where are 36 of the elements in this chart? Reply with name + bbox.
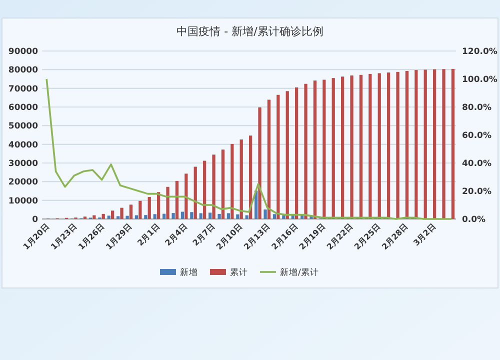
legend-label: 新增 — [180, 266, 198, 278]
y2-tick-label: 120.0% — [462, 46, 498, 57]
y-tick-label: 70000 — [8, 84, 38, 94]
y-tick-label: 80000 — [8, 66, 38, 76]
x-tick-label: 1月23日 — [49, 222, 79, 252]
y2-tick-label: 60.0% — [462, 130, 492, 141]
x-tick-label: 2月1日 — [136, 222, 162, 248]
x-tick-label: 2月10日 — [214, 222, 244, 252]
x-tick-label: 2月19日 — [298, 222, 328, 252]
y-tick-label: 10000 — [8, 196, 38, 206]
y-tick-label: 60000 — [8, 102, 38, 113]
y2-tick-label: 100.0% — [462, 74, 498, 85]
y-tick-label: 30000 — [8, 158, 38, 169]
x-tick-label: 3月2日 — [412, 222, 438, 248]
y-tick-label: 40000 — [8, 140, 38, 150]
y-tick-label: 20000 — [8, 178, 38, 188]
x-tick-label: 1月20日 — [22, 222, 52, 252]
y-tick-label: 0 — [32, 214, 38, 225]
y2-tick-label: 80.0% — [462, 102, 492, 113]
y-tick-label: 90000 — [8, 46, 38, 57]
x-tick-label: 2月28日 — [380, 222, 410, 252]
y2-tick-label: 0.0% — [462, 214, 486, 225]
x-tick-label: 1月29日 — [104, 222, 134, 252]
x-tick-label: 2月22日 — [325, 222, 355, 252]
legend-label: 新增/累计 — [280, 266, 319, 278]
chart-title: 中国疫情 - 新增/累计确诊比例 — [176, 25, 324, 38]
x-tick-label: 2月16日 — [270, 222, 300, 252]
y2-tick-label: 40.0% — [462, 158, 492, 169]
x-tick-label: 2月25日 — [352, 222, 382, 252]
x-tick-label: 1月26日 — [76, 222, 106, 252]
x-tick-label: 2月13日 — [242, 222, 272, 252]
y-tick-label: 50000 — [8, 122, 38, 132]
y2-tick-label: 20.0% — [462, 186, 492, 197]
x-tick-label: 2月7日 — [191, 222, 217, 248]
legend-label: 累计 — [230, 266, 248, 278]
x-tick-label: 2月4日 — [163, 222, 190, 248]
